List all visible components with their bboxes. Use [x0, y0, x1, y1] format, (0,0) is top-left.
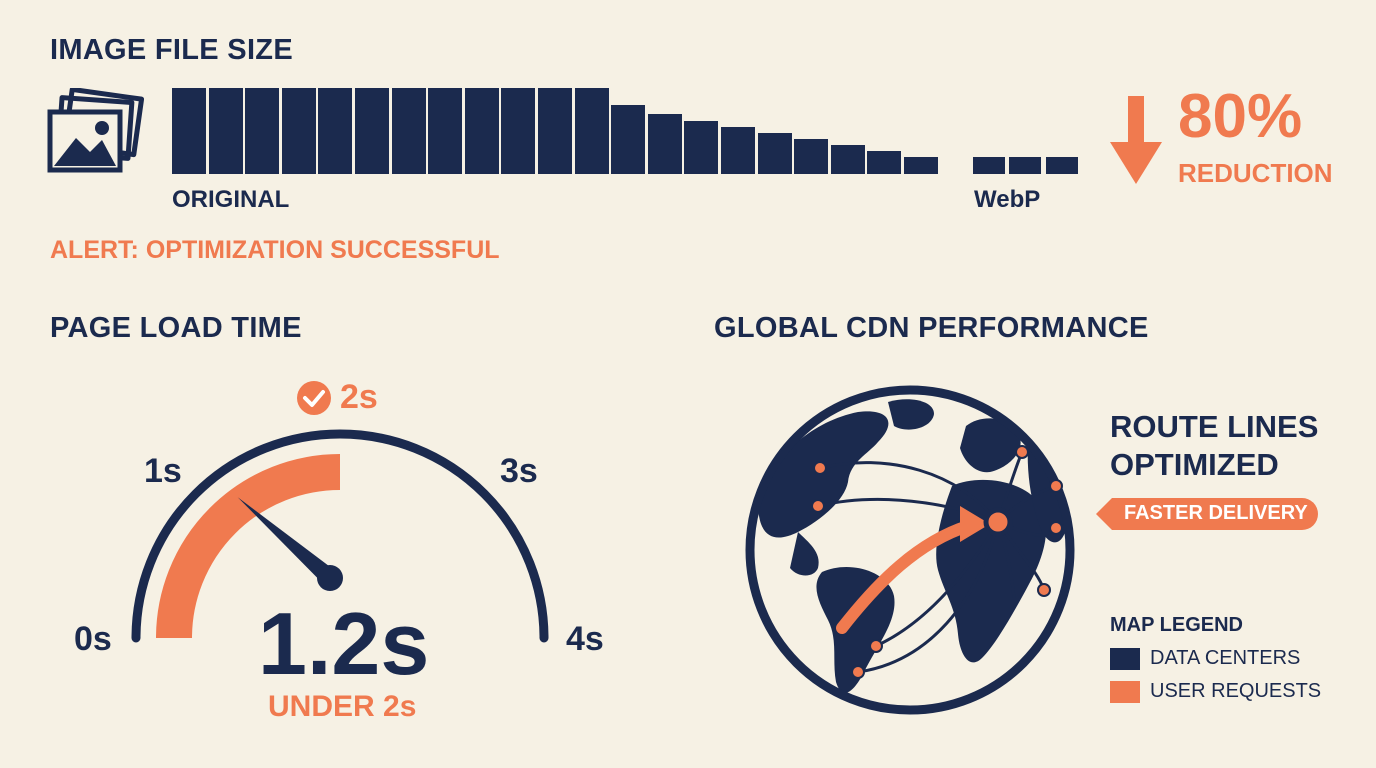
legend-swatch-user-requests [1110, 681, 1140, 703]
cdn-title: GLOBAL CDN PERFORMANCE [714, 312, 1149, 344]
file-size-bar [464, 88, 499, 174]
legend-swatch-data-centers [1110, 648, 1140, 670]
tick-1s: 1s [144, 452, 182, 490]
file-size-bar [830, 144, 865, 174]
file-size-bar [391, 88, 426, 174]
file-size-bar [208, 88, 243, 174]
reduction-label: REDUCTION [1178, 158, 1333, 188]
file-size-bar [428, 88, 463, 174]
file-size-bar [245, 88, 280, 174]
file-size-bar [355, 88, 389, 174]
tick-0s: 0s [74, 620, 112, 658]
tick-4s: 4s [566, 620, 604, 658]
route-title-line2: OPTIMIZED [1110, 447, 1279, 482]
route-title-line1: ROUTE LINES [1110, 409, 1319, 444]
alert-message: ALERT: OPTIMIZATION SUCCESSFUL [50, 236, 500, 264]
arrow-down-icon [1110, 96, 1162, 184]
route-lines-title: ROUTE LINES OPTIMIZED [1110, 408, 1318, 484]
file-size-bar [1009, 156, 1042, 174]
file-size-bar [1045, 156, 1078, 174]
file-size-bar [721, 126, 755, 174]
file-size-bar [611, 105, 646, 174]
legend-label-user-requests: USER REQUESTS [1150, 680, 1322, 702]
file-size-bar [574, 88, 609, 174]
faster-delivery-badge [1096, 498, 1318, 530]
file-size-bar [757, 132, 792, 174]
gauge-fill [156, 454, 341, 639]
check-circle-icon [297, 381, 331, 415]
file-size-bar [647, 113, 682, 174]
image-stack-icon [47, 88, 144, 173]
gauge-needle [237, 497, 343, 591]
tick-3s: 3s [500, 452, 538, 490]
file-size-title: IMAGE FILE SIZE [50, 34, 293, 66]
target-label: 2s [340, 378, 378, 416]
original-label: ORIGINAL [172, 186, 290, 213]
gauge-track [131, 429, 549, 643]
file-size-bar [684, 120, 719, 174]
file-size-bar [538, 88, 572, 174]
file-size-bar [172, 88, 206, 174]
load-time-title: PAGE LOAD TIME [50, 312, 302, 344]
map-legend-title: MAP LEGEND [1110, 614, 1243, 636]
file-size-bar [318, 88, 353, 174]
file-size-bars [172, 88, 1082, 174]
file-size-bar [501, 88, 536, 174]
load-time-value: 1.2s [258, 594, 430, 693]
file-size-bar [904, 156, 938, 174]
file-size-bar [867, 150, 902, 174]
file-size-bar [281, 88, 316, 174]
file-size-bar [972, 156, 1005, 174]
legend-label-data-centers: DATA CENTERS [1150, 647, 1301, 669]
load-time-gauge [131, 429, 549, 643]
faster-delivery-label: FASTER DELIVERY [1124, 502, 1308, 524]
file-size-bar [794, 138, 829, 174]
globe-icon [745, 385, 1075, 715]
reduction-percent: 80% [1178, 82, 1303, 151]
load-time-subtitle: UNDER 2s [268, 690, 417, 723]
webp-label: WebP [974, 186, 1041, 213]
